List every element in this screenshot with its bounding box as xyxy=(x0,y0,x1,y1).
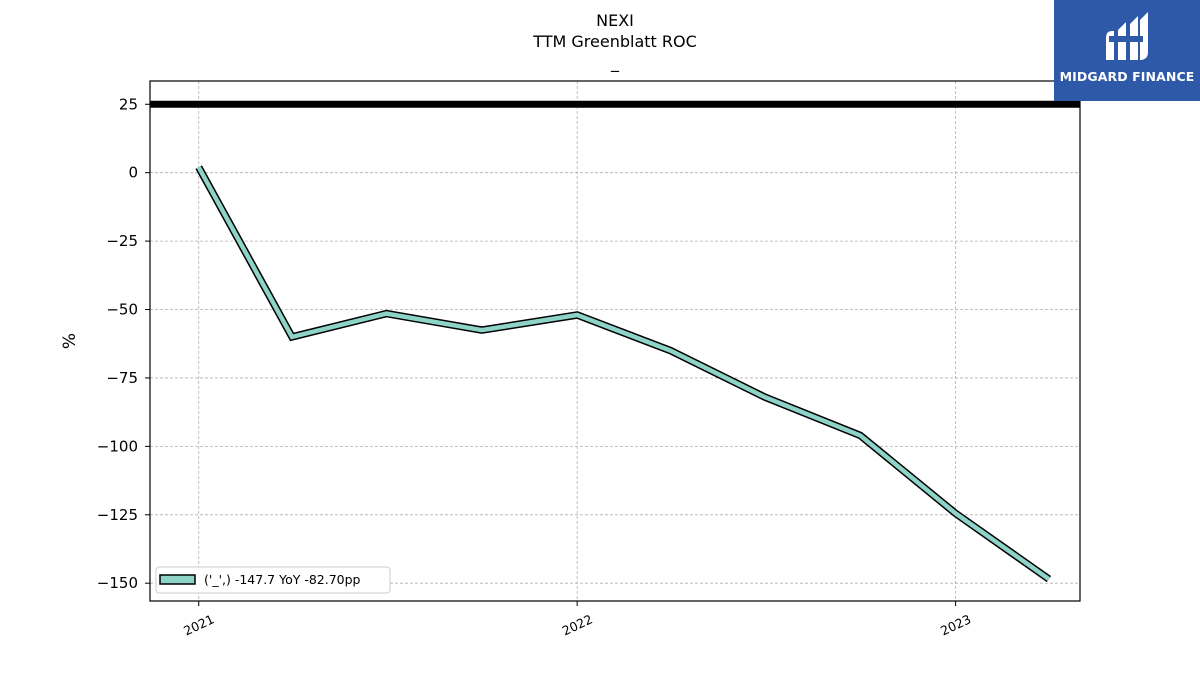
y-axis-label: % xyxy=(60,333,80,349)
chart-title-block: NEXI TTM Greenblatt ROC _ xyxy=(150,10,1080,73)
y-tick-label: −50 xyxy=(106,301,138,319)
brand-name: MIDGARD FINANCE xyxy=(1059,69,1195,84)
y-tick-label: −150 xyxy=(97,574,138,592)
legend-label: ('_',) -147.7 YoY -82.70pp xyxy=(204,572,361,587)
y-tick-label: −75 xyxy=(106,369,138,387)
y-tick-label: −25 xyxy=(106,232,138,250)
chart-subtitle: TTM Greenblatt ROC xyxy=(533,32,697,51)
y-tick-label: 25 xyxy=(119,95,138,113)
legend-swatch xyxy=(159,574,196,585)
y-tick-label: 0 xyxy=(128,164,138,182)
y-tick-label: −125 xyxy=(97,506,138,524)
brand-logo: MIDGARD FINANCE xyxy=(1054,0,1200,101)
series-line-outline xyxy=(195,165,1052,583)
legend: ('_',) -147.7 YoY -82.70pp xyxy=(155,566,391,594)
series-line xyxy=(196,166,1051,581)
x-tick-label: 2022 xyxy=(560,611,595,638)
brand-logo-icon xyxy=(1106,12,1148,60)
chart-title: NEXI xyxy=(596,11,634,30)
legend-box xyxy=(155,566,391,594)
chart-subtitle-2: _ xyxy=(611,53,619,72)
y-tick-label: −100 xyxy=(97,437,138,455)
x-tick-label: 2023 xyxy=(938,611,973,638)
plot-frame xyxy=(149,80,1081,602)
x-tick-label: 2021 xyxy=(181,611,216,638)
